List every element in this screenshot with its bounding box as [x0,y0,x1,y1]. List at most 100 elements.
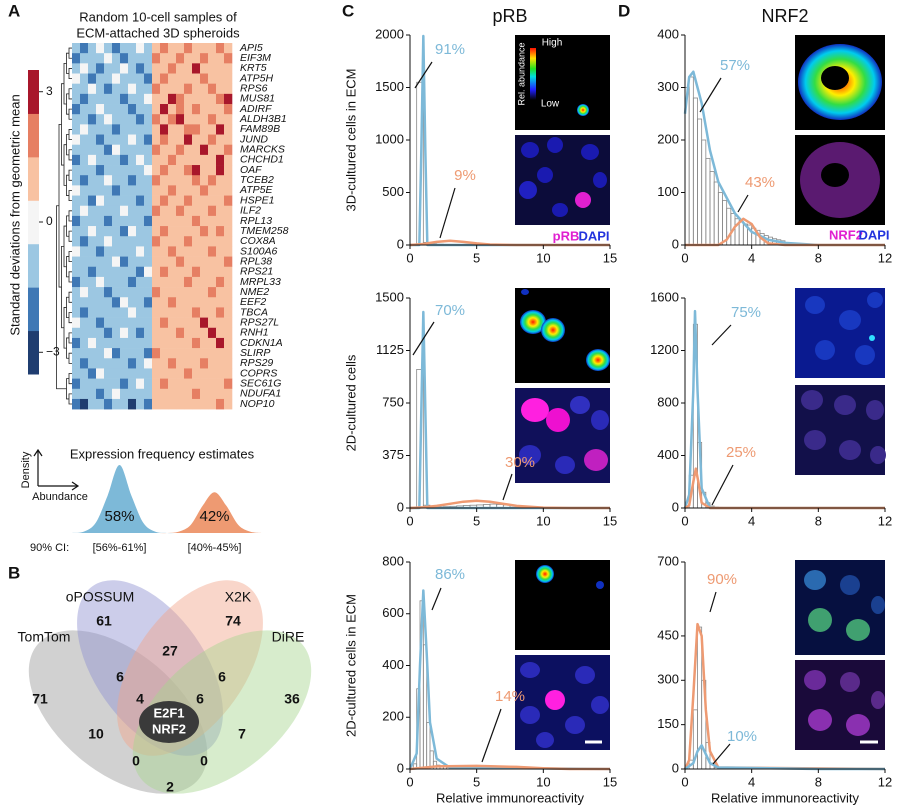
heatmap-cell [112,327,121,339]
heatmap-cell [112,378,121,390]
heatmap-cell [144,134,153,145]
x-tick-label: 4 [748,513,755,528]
heatmap-cell [192,236,201,247]
heatmap-cell [136,398,145,410]
heatmap-cell [216,276,225,288]
heatmap-cell [152,63,161,74]
heatmap-cell [192,378,201,390]
heatmap-cell [104,287,113,298]
heatmap-cell [128,358,137,369]
heatmap-cell [200,378,209,390]
heatmap-cell [112,43,121,54]
heatmap-cell [72,93,81,105]
heatmap-cell [128,205,137,217]
heatmap-cell [176,114,185,125]
heatmap-cell [112,104,121,115]
heatmap-cell [200,114,209,125]
heatmap-cell [192,348,201,359]
heatmap-cell [144,114,153,125]
heatmap-cell [136,287,145,298]
heatmap-cell [128,104,137,115]
heatmap-cell [160,307,169,318]
heatmap-cell [168,43,177,54]
x-tick-label: 12 [878,774,892,789]
heatmap-cell [224,83,233,95]
heatmap-cell [208,83,217,95]
heatmap-cell [128,53,137,64]
heatmap-cell [168,195,177,207]
y-tick-label: 300 [657,79,679,94]
heatmap-cell [152,297,161,308]
heatmap-cell [144,378,153,390]
heatmap-cell [184,165,193,176]
heatmap-cell [200,317,209,329]
heatmap-cell [160,337,169,349]
x-tick-label: 4 [748,774,755,789]
heatmap-cell [160,215,169,227]
density-curve [685,217,885,247]
x-tick-label: 0 [406,774,413,789]
colorbar-segment [28,243,39,288]
heatmap-cell [192,327,201,339]
heatmap-cell [192,73,201,84]
colorbar-segment [28,156,39,201]
percent-annotation: 30% [505,454,535,471]
heatmap-cell [168,124,177,135]
heatmap-cell [160,287,169,298]
colorbar-segment [28,70,39,114]
heatmap-cell [144,63,153,74]
micrograph-cell [870,446,886,464]
heatmap-cell [176,307,185,318]
heatmap-cell [120,53,129,64]
heatmap-cell [136,327,145,339]
micrograph-cell [520,662,540,678]
x-tick-label: 5 [473,513,480,528]
micrograph-cell [584,449,608,471]
gene-label: RPL38 [240,255,272,267]
heatmap-cell [192,154,201,166]
scale-low-label: Low [541,99,560,110]
heatmap-cell [176,63,185,74]
annotation-pointer [699,77,722,113]
heatmap-cell [200,276,209,288]
dendrogram-branch [68,108,72,120]
y-tick-label: 1000 [375,131,404,146]
histogram-bar [426,722,431,770]
micrograph-cell [866,400,884,420]
heatmap-cell [152,236,161,247]
density-area [72,492,262,534]
micrograph-cell [547,137,563,153]
heatmap-cell [216,195,225,207]
heatmap-cell [200,327,209,339]
heatmap-cell [152,266,161,278]
heatmap-cell [120,114,129,125]
heatmap-cell [160,73,169,84]
heatmap-cell [152,276,161,288]
heatmap-cell [112,185,121,196]
stain-label: DAPI [578,228,609,243]
heatmap-cell [216,93,225,105]
heatmap-cell [176,83,185,95]
heatmap-cell [184,144,193,156]
y-tick-label: 400 [657,26,679,41]
panel-label: C [342,1,354,20]
heatmap-cell [160,144,169,156]
micrograph-cell [804,670,826,690]
heatmap-cell [104,114,113,125]
heatmap-cell [128,388,137,400]
heatmap-cell [200,398,209,410]
histogram-bar [705,157,711,246]
x-tick-label: 12 [878,250,892,265]
heatmap-cell [80,93,89,105]
heatmap-cell [120,236,129,247]
heatmap-cell [200,358,209,369]
heatmap-cell [80,114,89,125]
heatmap-cell [144,195,153,207]
gene-label: NDUFA1 [240,388,281,400]
heatmap-cell [136,307,145,318]
heatmap-cell [200,124,209,135]
heatmap-cell [216,226,225,237]
x-axis-label: Relative immunoreactivity [436,790,585,805]
heatmap-cell [120,165,129,176]
heatmap-cell [120,43,129,54]
